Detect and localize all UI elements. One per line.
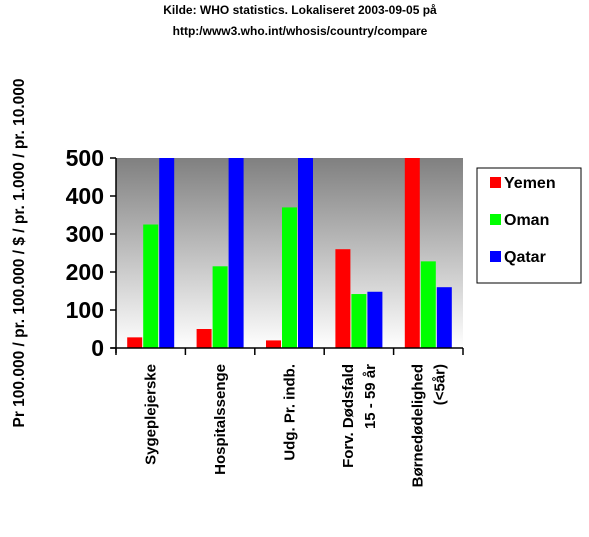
legend-swatch-oman: [490, 214, 501, 225]
category-label: Forv. Dødsfald: [340, 364, 357, 468]
y-tick-label: 100: [66, 297, 104, 323]
y-tick-label: 500: [66, 145, 104, 171]
y-tick-label: 200: [66, 259, 104, 285]
bar-yemen-0: [127, 337, 143, 348]
y-tick-label: 400: [66, 183, 104, 209]
category-label: (<5år): [431, 364, 448, 405]
y-tick-label: 0: [91, 335, 104, 361]
bar-oman-1: [212, 266, 228, 348]
bar-oman-3: [351, 294, 367, 348]
bar-yemen-2: [266, 340, 281, 348]
bar-qatar-2: [298, 158, 313, 348]
category-label: Sygeplejerske: [143, 364, 160, 465]
bar-oman-4: [420, 261, 436, 348]
legend-swatch-yemen: [490, 177, 501, 188]
axes-layer: 0 100 200 300 400 500 Sygeplejerske Hospitalsse…: [66, 145, 464, 487]
y-tick-label: 300: [66, 221, 104, 247]
chart-title-line-2: http:/www3.who.int/whosis/country/compar…: [173, 24, 428, 38]
bar-yemen-1: [196, 329, 212, 348]
y-axis-label: Pr 100.000 / pr. 100.000 / $ / pr. 1.000…: [11, 79, 28, 428]
bars-layer: [127, 158, 452, 348]
bar-yemen-4: [404, 158, 420, 348]
bar-qatar-3: [367, 291, 383, 348]
bar-qatar-4: [436, 287, 452, 348]
legend-label-yemen: Yemen: [504, 175, 556, 192]
bar-yemen-3: [335, 249, 351, 348]
bar-oman-2: [282, 207, 297, 348]
category-label: 15 - 59 år: [362, 364, 379, 429]
category-label: Hospitalssenge: [212, 364, 229, 475]
category-label: Børnedødelighed: [409, 364, 426, 487]
legend: Yemen Oman Qatar: [476, 167, 582, 284]
legend-label-oman: Oman: [504, 212, 549, 229]
legend-swatch-qatar: [490, 251, 501, 262]
bar-oman-0: [143, 224, 159, 348]
legend-label-qatar: Qatar: [504, 249, 546, 266]
category-label: Udg. Pr. indb.: [282, 364, 299, 461]
chart-title-line-1: Kilde: WHO statistics. Lokaliseret 2003-…: [163, 3, 437, 17]
bar-qatar-1: [228, 158, 244, 348]
bar-qatar-0: [159, 158, 175, 348]
